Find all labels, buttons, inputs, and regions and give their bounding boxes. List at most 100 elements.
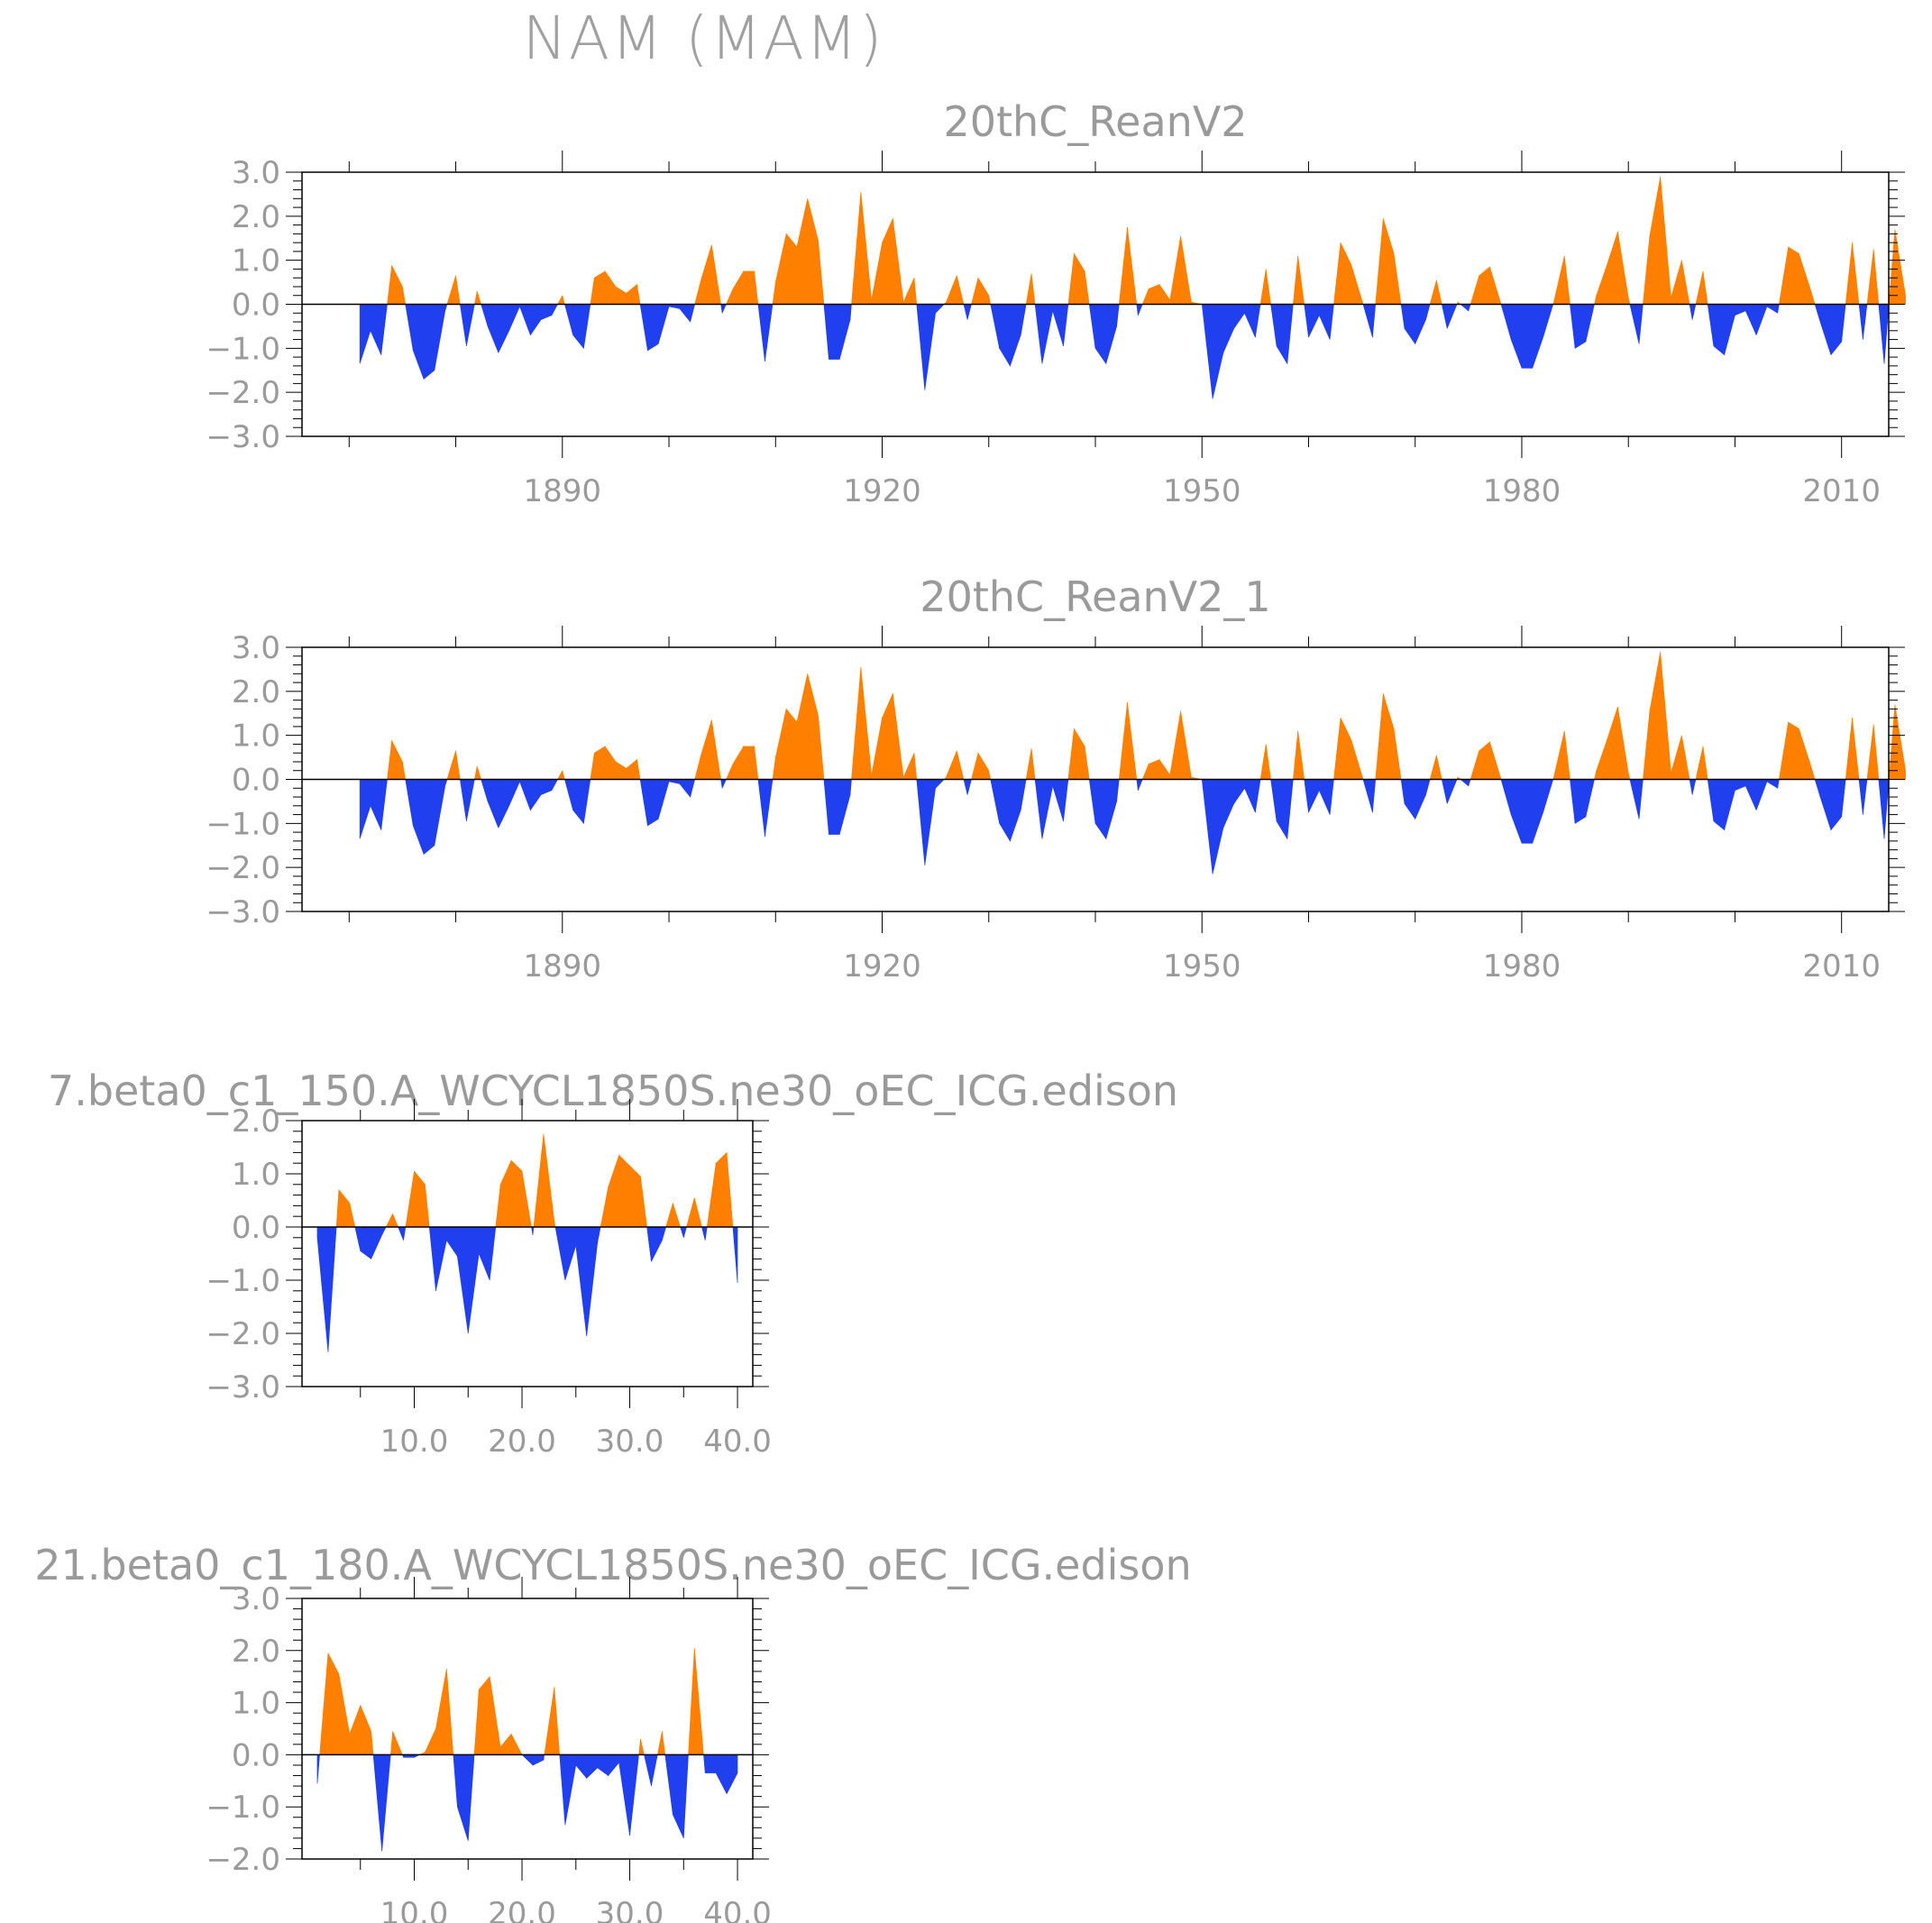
negative-area <box>1010 304 1021 366</box>
negative-area <box>508 779 520 806</box>
positive-area <box>796 673 809 780</box>
positive-area <box>1660 176 1671 305</box>
negative-area <box>1400 779 1406 804</box>
positive-area <box>1866 724 1874 780</box>
negative-area <box>1088 304 1096 349</box>
negative-area <box>732 1226 738 1283</box>
positive-area <box>1479 741 1490 780</box>
negative-area <box>428 1226 436 1291</box>
positive-area <box>1169 710 1181 780</box>
positive-area <box>1563 255 1570 305</box>
positive-area <box>385 1213 393 1228</box>
positive-area <box>636 284 641 305</box>
negative-area <box>532 1754 545 1766</box>
positive-area <box>893 218 904 305</box>
negative-area <box>647 304 659 352</box>
negative-area <box>466 304 475 346</box>
negative-area <box>1276 779 1288 840</box>
positive-area <box>1429 279 1437 305</box>
negative-area <box>551 304 559 316</box>
positive-area <box>473 1689 480 1755</box>
negative-area <box>354 1226 362 1251</box>
positive-area <box>1148 759 1160 780</box>
negative-area <box>1858 304 1863 340</box>
x-tick-label: 40.0 <box>703 1424 772 1460</box>
negative-area <box>1052 779 1064 821</box>
negative-area <box>673 1754 684 1839</box>
positive-area <box>882 218 893 305</box>
positive-area <box>772 757 776 780</box>
positive-area <box>1393 728 1402 780</box>
positive-area <box>1643 235 1651 305</box>
positive-area <box>636 759 641 780</box>
negative-area <box>916 779 926 865</box>
positive-area <box>473 765 478 780</box>
positive-area <box>1141 288 1149 305</box>
negative-area <box>1094 304 1107 365</box>
y-tick-label: 3.0 <box>232 155 280 191</box>
negative-area <box>1521 304 1534 369</box>
negative-area <box>1755 779 1768 810</box>
positive-area <box>446 275 456 305</box>
negative-area <box>1689 304 1693 320</box>
negative-area <box>1034 779 1043 839</box>
y-tick-label: −3.0 <box>206 419 280 455</box>
negative-area <box>608 1754 619 1777</box>
negative-area <box>372 1754 382 1852</box>
negative-area <box>849 779 852 795</box>
positive-area <box>1297 730 1305 780</box>
negative-area <box>757 304 765 362</box>
positive-area <box>946 750 957 780</box>
negative-area <box>405 304 414 351</box>
negative-area <box>823 779 829 835</box>
positive-area <box>1563 730 1570 780</box>
chart-title: 21.beta0_c1_180.A_WCYCL1850S.ne30_oEC_IC… <box>34 1541 1191 1589</box>
positive-area <box>893 693 904 780</box>
plot-frame <box>301 1120 754 1387</box>
negative-area <box>380 779 388 830</box>
negative-area <box>1724 779 1735 830</box>
y-tick-label: 0.0 <box>232 763 280 799</box>
x-tick-label: 1890 <box>524 948 602 984</box>
y-tick-label: 2.0 <box>232 1103 280 1140</box>
negative-area <box>1063 779 1069 821</box>
positive-area <box>1333 718 1341 780</box>
positive-area <box>476 290 482 305</box>
negative-area <box>457 1226 469 1334</box>
positive-area <box>600 1186 609 1228</box>
positive-area <box>473 290 478 305</box>
y-tick-label: 1.0 <box>232 1686 280 1722</box>
negative-area <box>1372 779 1377 813</box>
positive-area <box>860 191 872 305</box>
negative-area <box>829 304 840 360</box>
negative-area <box>1510 304 1523 369</box>
negative-area <box>999 779 1011 842</box>
negative-area <box>838 304 851 360</box>
negative-area <box>657 304 670 344</box>
negative-area <box>412 779 425 855</box>
negative-area <box>327 1226 337 1352</box>
positive-area <box>1617 231 1629 305</box>
negative-area <box>575 1226 588 1336</box>
positive-area <box>1067 728 1075 780</box>
positive-area <box>1084 270 1090 305</box>
positive-area <box>1158 283 1171 305</box>
negative-area <box>1830 304 1843 356</box>
x-tick-label: 1980 <box>1483 473 1561 509</box>
negative-area <box>1270 304 1277 346</box>
positive-area <box>1852 718 1860 780</box>
negative-area <box>467 1754 475 1841</box>
positive-area <box>557 770 563 780</box>
negative-area <box>1841 304 1846 343</box>
negative-area <box>721 779 727 789</box>
negative-area <box>657 779 670 820</box>
negative-area <box>682 1226 687 1238</box>
negative-area <box>1276 304 1288 365</box>
negative-area <box>1094 779 1107 840</box>
negative-area <box>849 304 852 320</box>
y-tick-label: 2.0 <box>232 199 280 235</box>
negative-area <box>371 1226 382 1259</box>
positive-area <box>1025 748 1032 780</box>
negative-area <box>1766 779 1779 789</box>
